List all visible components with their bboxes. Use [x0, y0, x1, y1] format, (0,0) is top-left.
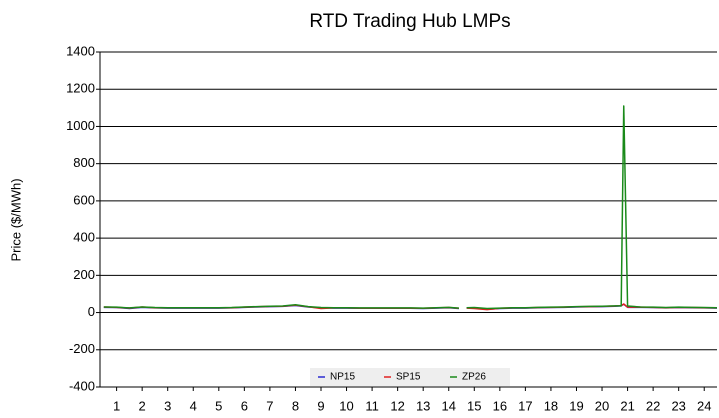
x-tick-label: 16: [493, 398, 507, 413]
x-tick-label: 19: [569, 398, 583, 413]
chart-title: RTD Trading Hub LMPs: [309, 11, 510, 32]
x-tick-label: 1: [113, 398, 120, 413]
y-tick-label: 0: [88, 304, 95, 319]
series-line: [103, 105, 718, 310]
y-axis-title: Price ($/MWh): [8, 178, 23, 261]
x-tick-label: 20: [595, 398, 609, 413]
x-tick-label: 2: [139, 398, 146, 413]
y-tick-label: 1000: [66, 118, 95, 133]
legend-box: [310, 368, 510, 386]
x-tick-label: 15: [467, 398, 481, 413]
x-tick-label: 24: [697, 398, 711, 413]
x-tick-label: 9: [317, 398, 324, 413]
y-tick-label: 600: [73, 192, 95, 207]
x-tick-label: 4: [190, 398, 197, 413]
x-tick-label: 13: [416, 398, 430, 413]
x-tick-label: 12: [390, 398, 404, 413]
x-tick-label: 11: [365, 398, 379, 413]
x-tick-label: 21: [620, 398, 634, 413]
y-tick-label: -200: [69, 341, 95, 356]
x-tick-label: 5: [215, 398, 222, 413]
x-tick-label: 10: [339, 398, 353, 413]
x-tick-label: 18: [544, 398, 558, 413]
x-tick-label: 23: [671, 398, 685, 413]
x-tick-label: 8: [292, 398, 299, 413]
y-tick-label: 800: [73, 155, 95, 170]
y-tick-label: -400: [69, 378, 95, 393]
x-tick-label: 3: [164, 398, 171, 413]
y-tick-label: 1200: [66, 81, 95, 96]
x-tick-label: 7: [266, 398, 273, 413]
x-tick-label: 6: [241, 398, 248, 413]
legend-label: ZP26: [462, 372, 486, 383]
y-tick-label: 200: [73, 267, 95, 282]
legend-label: NP15: [330, 372, 355, 383]
x-tick-label: 17: [518, 398, 532, 413]
y-tick-label: 1400: [66, 43, 95, 58]
x-tick-label: 14: [442, 398, 456, 413]
y-tick-label: 400: [73, 230, 95, 245]
x-tick-label: 22: [646, 398, 660, 413]
legend-label: SP15: [396, 372, 421, 383]
